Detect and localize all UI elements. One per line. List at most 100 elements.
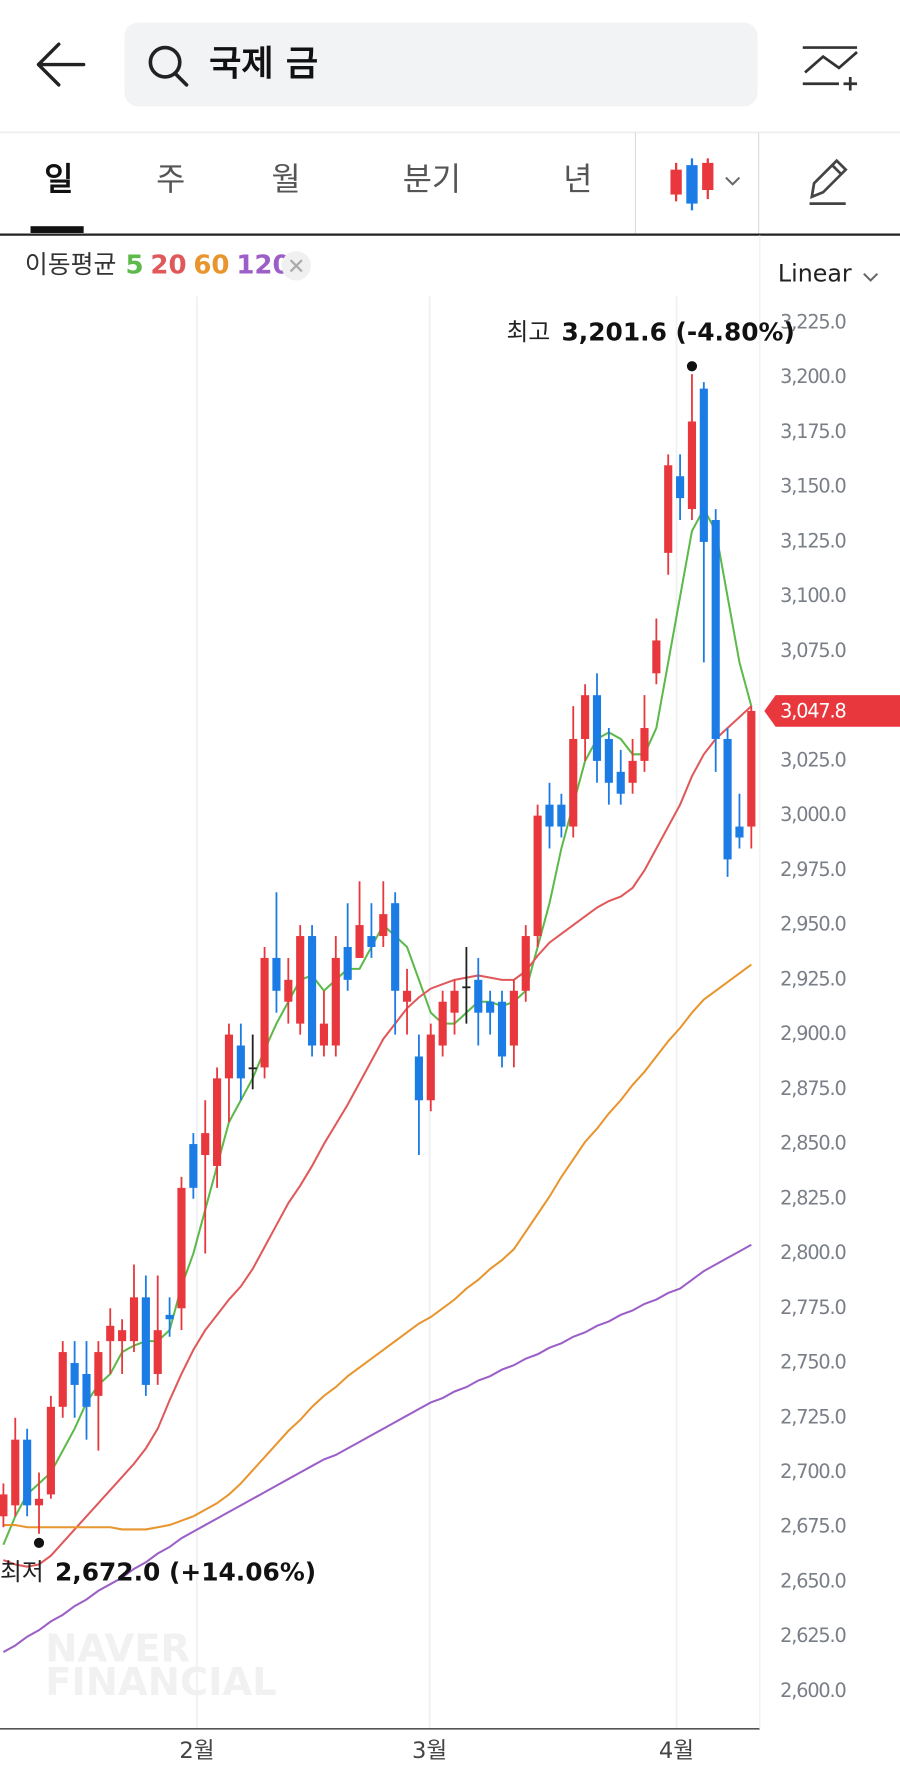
x-tick-label: 4월 [659,1738,694,1764]
candle-body [533,815,542,937]
y-tick-label: 2,925.0 [780,967,845,990]
moving-average-line [3,963,752,1531]
y-tick-label: 2,900.0 [780,1022,845,1045]
watermark: FINANCIAL [45,1660,276,1705]
candle-body [414,1056,423,1101]
candle-body [141,1297,150,1385]
candle-body [201,1133,210,1156]
candle-body [106,1325,115,1342]
y-tick-label: 2,650.0 [780,1569,845,1592]
y-tick-label: 2,675.0 [780,1515,845,1538]
tab[interactable]: 년 [563,162,592,198]
candle-body [58,1352,67,1407]
annotation-value: 2,672.0 (+14.06%) [55,1557,316,1586]
candle-body [450,990,459,1013]
candle-body [426,1034,435,1101]
candle-body [664,465,673,553]
y-tick-label: 3,175.0 [780,420,845,443]
y-tick-label: 2,775.0 [780,1296,845,1319]
y-tick-label: 2,800.0 [780,1241,845,1264]
candle-body [296,936,305,1024]
candle-body [474,979,483,1013]
candle-body [94,1352,103,1396]
annotation-label: 최저 [0,1558,44,1586]
candle-body [272,957,281,991]
y-tick-label: 2,625.0 [780,1624,845,1647]
candle-body [391,903,400,991]
candle-body [699,388,708,542]
y-tick-label: 2,850.0 [780,1132,845,1155]
candle-body [165,1314,174,1320]
candle-body [331,957,340,1046]
moving-average-line [3,705,753,1568]
candle-body [189,1144,198,1188]
tab[interactable]: 주 [156,162,185,198]
y-tick-label: 2,700.0 [780,1460,845,1483]
search-box[interactable] [124,22,758,107]
tab[interactable]: 분기 [403,162,461,198]
y-tick-label: 2,725.0 [780,1405,845,1428]
candle-body [687,421,697,510]
chevron [863,272,879,282]
last-price-label: 3,047.8 [780,700,845,723]
y-tick-label: 2,600.0 [780,1679,845,1702]
candle-body [319,1023,329,1046]
y-tick-label: 3,025.0 [780,748,845,771]
candle-body [23,1439,32,1506]
candle-body [355,925,364,958]
candle-body [462,986,471,989]
candle-body [70,1363,79,1385]
candle-body [236,1045,245,1079]
scale-selector[interactable]: Linear [778,259,852,287]
candle-body [438,1001,447,1046]
candle-body [379,914,388,937]
y-tick-label: 3,075.0 [780,639,845,662]
y-tick-label: 2,750.0 [780,1351,845,1374]
candle-body [735,826,744,838]
y-tick-label: 3,125.0 [780,529,845,552]
extreme-marker [33,1537,45,1548]
candle-body [509,990,518,1046]
x-tick-label: 2월 [179,1738,214,1764]
legend-entry: 5 [126,250,144,280]
indicator-label[interactable]: 이동평균 [25,250,116,279]
last-price-tag [764,695,900,727]
chart-type-icon[interactable] [670,158,741,211]
candle-body [284,979,293,1002]
candle-body [343,946,352,980]
candle-body [711,520,720,739]
candle-body [34,1498,44,1506]
candle-body [604,738,613,783]
candle-body [747,710,756,827]
candle-body [82,1373,91,1407]
annotation-value: 3,201.6 (-4.80%) [562,317,795,346]
candle-body [581,695,590,739]
legend-entry: 20 [150,250,186,280]
moving-average-line [2,1243,752,1653]
y-tick-label: 3,100.0 [780,584,845,607]
candle-body [0,1494,8,1517]
candle-body [11,1439,20,1506]
search-text[interactable]: 국제 금 [209,44,318,85]
back-button[interactable] [36,42,86,87]
y-tick-label: 3,200.0 [780,365,845,388]
tab[interactable]: 일 [44,162,73,198]
draw-icon[interactable] [809,158,848,205]
watermark: NAVER [45,1626,190,1671]
close-indicator[interactable] [281,251,311,281]
candle-body [521,936,530,991]
y-tick-label: 3,000.0 [780,803,845,826]
x-tick-label: 3월 [412,1738,447,1764]
compare-icon[interactable] [802,46,858,91]
y-tick-label: 3,150.0 [780,475,845,498]
candle-body [557,804,566,827]
candle-body [569,738,578,827]
candle-body [592,695,602,761]
y-tick-label: 3,225.0 [780,310,845,333]
candle-body [640,728,649,761]
candle-body [177,1187,186,1309]
y-tick-label: 2,975.0 [780,858,845,881]
tab[interactable]: 월 [272,162,301,198]
y-tick-label: 2,825.0 [780,1186,845,1209]
